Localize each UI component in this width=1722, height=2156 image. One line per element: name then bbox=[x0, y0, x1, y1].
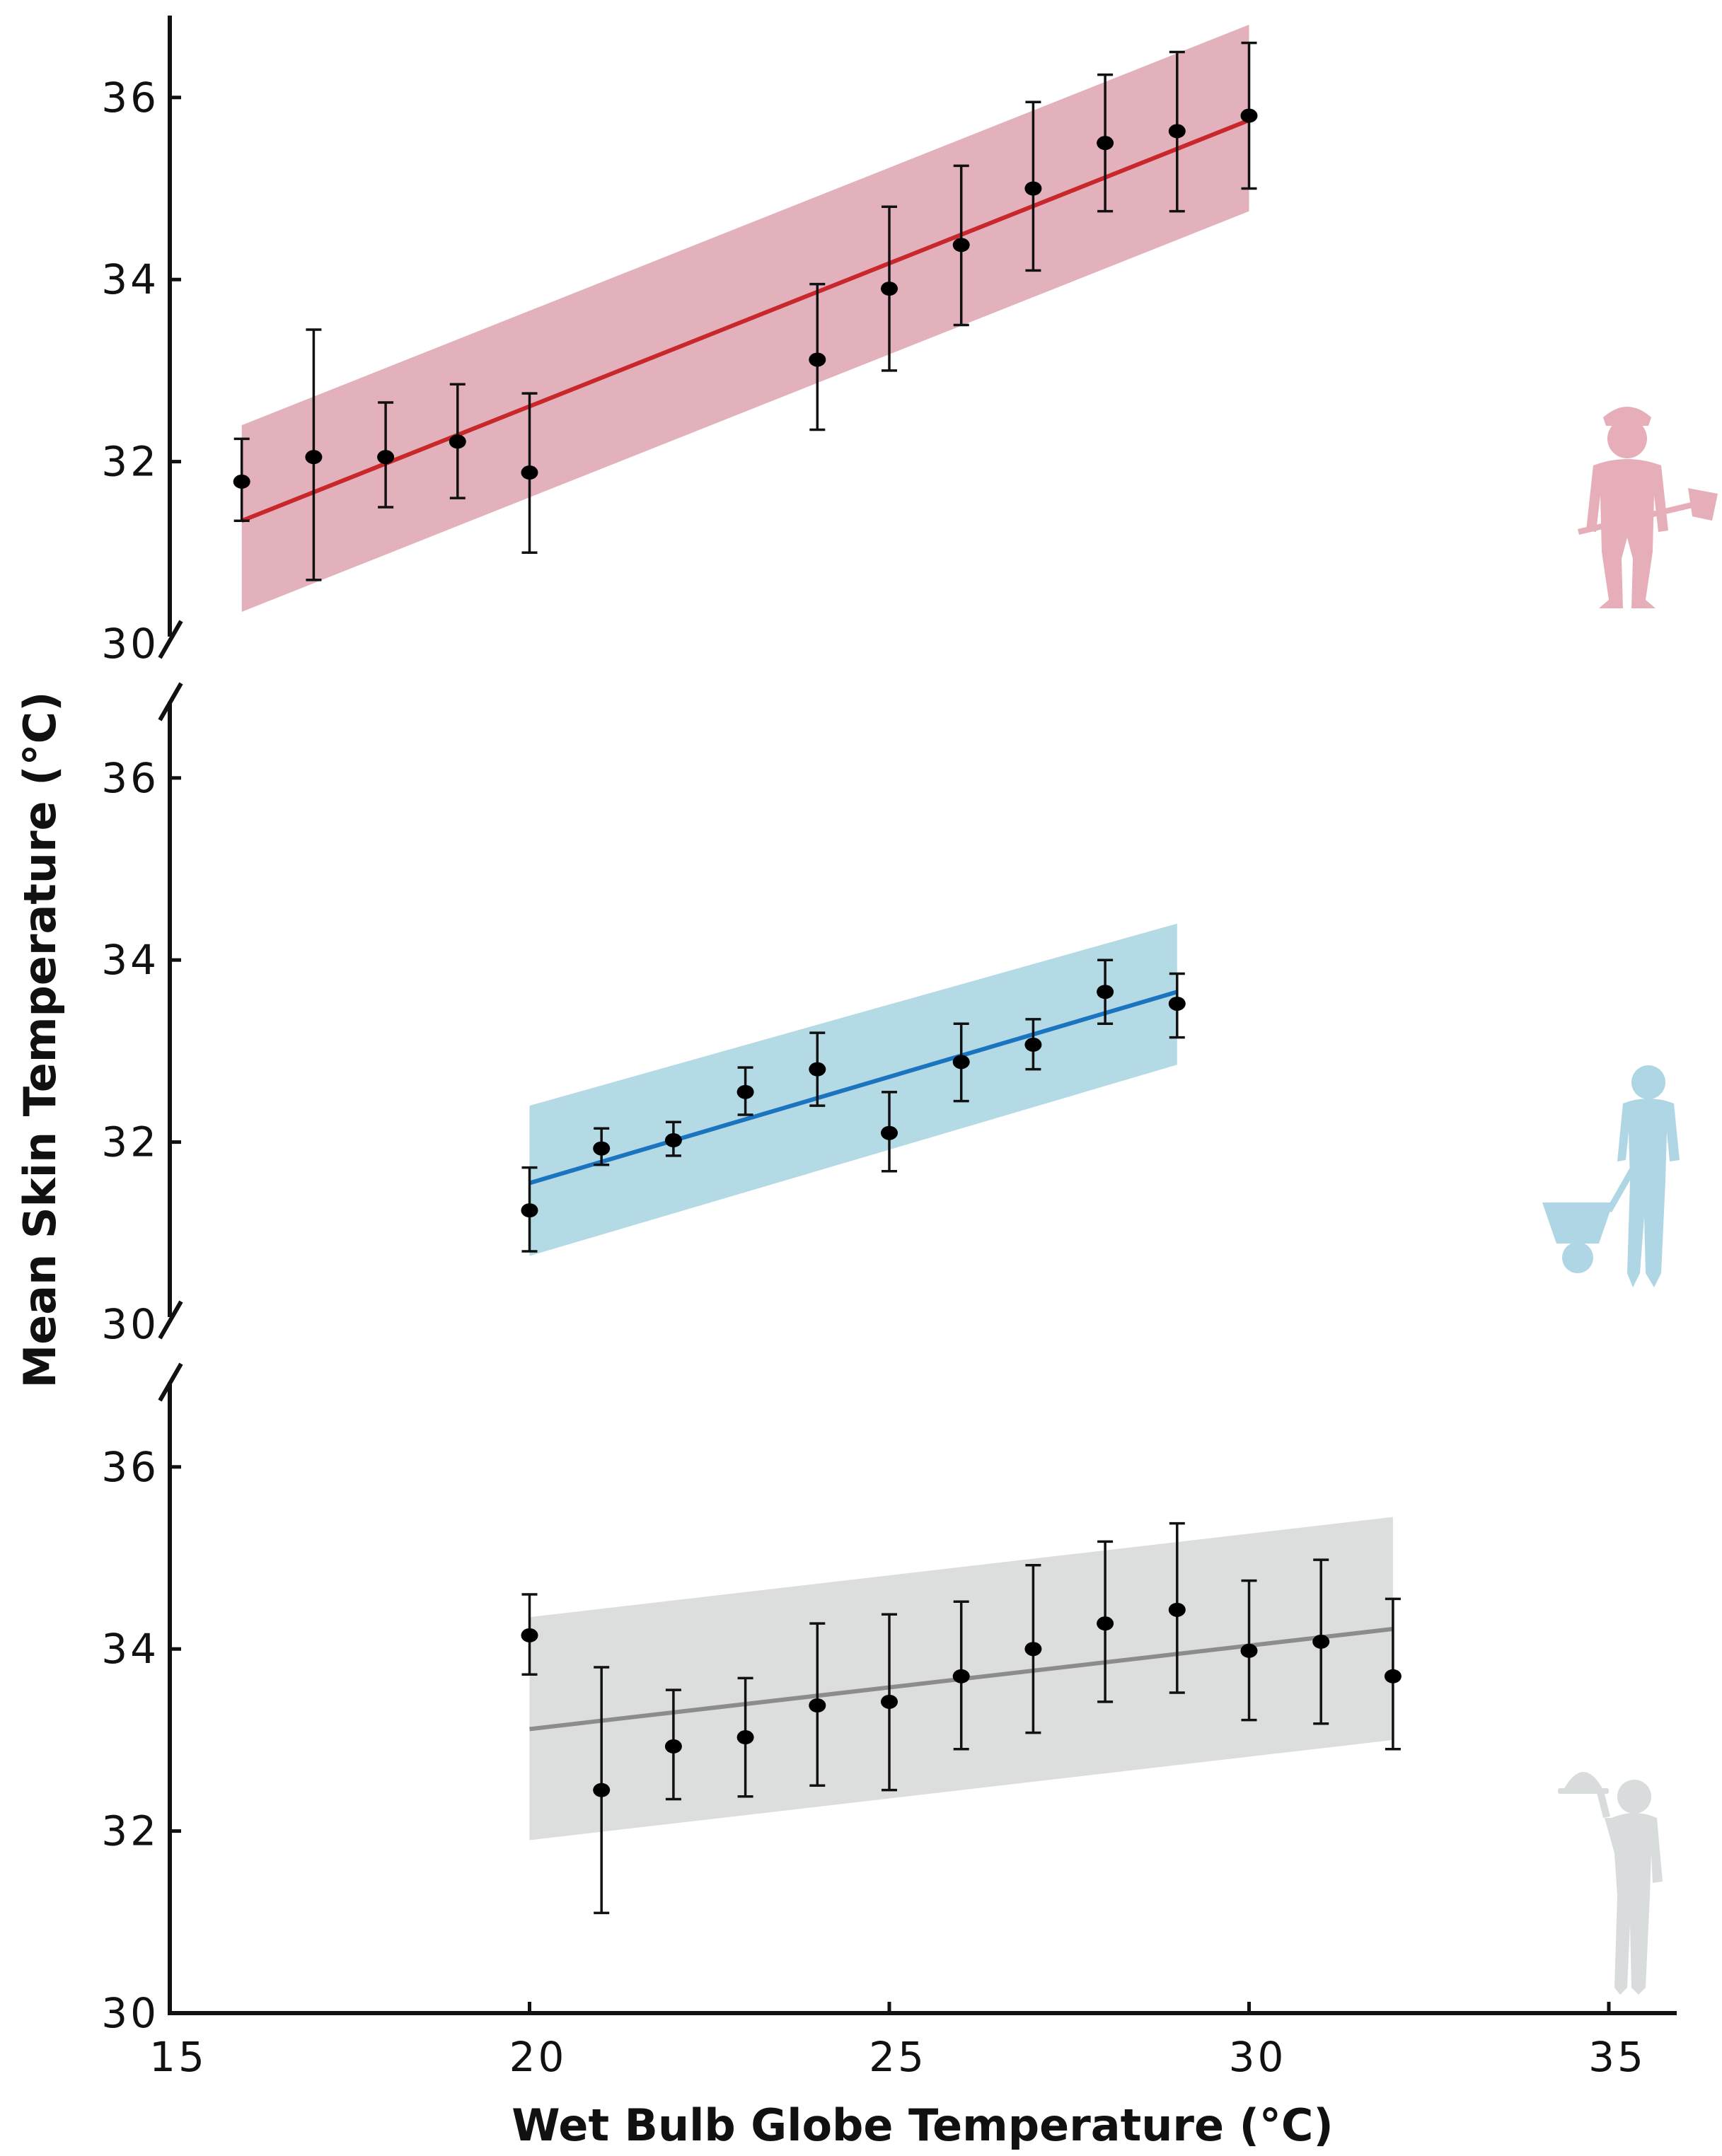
data-point bbox=[809, 1062, 826, 1077]
fit-line-heavy-work bbox=[241, 118, 1250, 523]
y-axis-title: Mean Skin Temperature (°C) bbox=[14, 692, 66, 1389]
y-tick-label: 34 bbox=[101, 936, 159, 984]
y-tick-label: 34 bbox=[101, 1625, 159, 1673]
worker-with-wheelbarrow-icon bbox=[1542, 1065, 1680, 1287]
data-point bbox=[1097, 136, 1114, 151]
x-tick-label: 15 bbox=[149, 2033, 207, 2081]
data-point bbox=[1240, 108, 1258, 123]
x-tick-label: 25 bbox=[869, 2033, 927, 2081]
fit-line-moderate-work bbox=[528, 990, 1178, 1186]
y-tick-label: 30 bbox=[101, 1300, 159, 1348]
data-point bbox=[1097, 985, 1114, 999]
data-point bbox=[736, 1084, 754, 1099]
data-point bbox=[521, 1628, 538, 1642]
data-point bbox=[1168, 996, 1186, 1011]
data-point bbox=[1024, 1642, 1042, 1657]
data-point bbox=[664, 1133, 682, 1148]
y-tick-label: 30 bbox=[101, 620, 159, 668]
data-point bbox=[449, 434, 466, 449]
axes bbox=[158, 16, 1677, 2015]
data-point bbox=[881, 282, 898, 296]
data-point bbox=[809, 1698, 826, 1712]
data-point bbox=[952, 1669, 970, 1683]
data-point bbox=[593, 1783, 611, 1797]
data-point bbox=[1384, 1669, 1402, 1683]
data-point bbox=[233, 474, 250, 489]
data-point bbox=[521, 465, 538, 480]
data-point bbox=[305, 450, 323, 465]
data-point bbox=[1097, 1616, 1114, 1631]
data-point bbox=[1024, 1037, 1042, 1052]
waiter-with-tray-icon bbox=[1558, 1772, 1663, 1995]
y-tick-label: 36 bbox=[101, 754, 159, 802]
data-point bbox=[1024, 181, 1042, 196]
data-point bbox=[664, 1739, 682, 1754]
data-point bbox=[952, 238, 970, 253]
data-point bbox=[881, 1125, 898, 1140]
confidence-band-moderate-work bbox=[529, 923, 1177, 1256]
x-tick-label: 35 bbox=[1588, 2033, 1646, 2081]
y-tick-label: 32 bbox=[101, 438, 159, 486]
y-tick-label: 36 bbox=[101, 1443, 159, 1491]
y-tick-label: 32 bbox=[101, 1807, 159, 1855]
y-tick-label: 30 bbox=[101, 1989, 159, 2037]
data-point bbox=[809, 352, 826, 367]
y-tick-label: 36 bbox=[101, 74, 159, 122]
data-point bbox=[1168, 1602, 1186, 1617]
y-tick-label: 34 bbox=[101, 255, 159, 303]
x-tick-labels: 15 20 25 30 35 bbox=[149, 2002, 1646, 2081]
data-point bbox=[377, 450, 395, 465]
data-point bbox=[952, 1055, 970, 1070]
data-point bbox=[736, 1730, 754, 1745]
y-axis-break-mark bbox=[158, 620, 183, 659]
data-points bbox=[233, 108, 1402, 1797]
worker-with-shovel-icon bbox=[1578, 407, 1718, 608]
x-tick-label: 20 bbox=[509, 2033, 567, 2081]
data-point bbox=[1312, 1634, 1330, 1649]
y-tick-labels: 30 32 34 36 30 32 34 36 30 32 34 36 bbox=[101, 74, 181, 2037]
x-tick-label: 30 bbox=[1229, 2033, 1287, 2081]
data-point bbox=[1168, 124, 1186, 139]
data-point bbox=[881, 1694, 898, 1709]
data-point bbox=[521, 1203, 538, 1218]
y-tick-label: 32 bbox=[101, 1118, 159, 1166]
data-point bbox=[1240, 1643, 1258, 1658]
data-point bbox=[593, 1141, 611, 1156]
x-axis-title: Wet Bulb Globe Temperature (°C) bbox=[512, 2099, 1334, 2151]
y-axis-break-mark bbox=[158, 1300, 183, 1340]
